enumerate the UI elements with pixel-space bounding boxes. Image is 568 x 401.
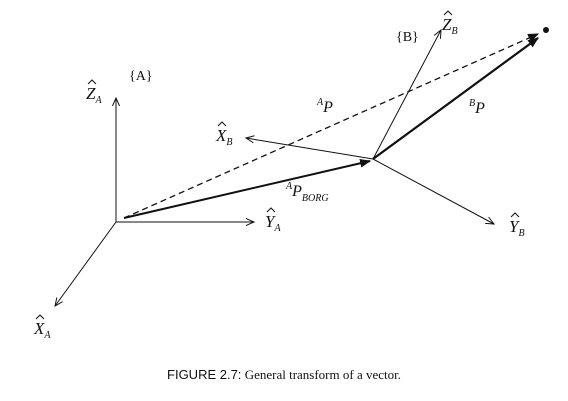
- hat-zb: [443, 10, 453, 16]
- axis-yb: [372, 158, 494, 224]
- axis-hats: [35, 10, 520, 320]
- axis-yb-label: YB: [509, 217, 525, 239]
- axis-zb-label: ZB: [442, 15, 458, 37]
- axis-xa: [55, 221, 117, 306]
- vector-ap-label: AP: [316, 97, 333, 116]
- figure-caption: FIGURE 2.7: General transform of a vecto…: [0, 367, 568, 383]
- hat-yb: [510, 212, 520, 218]
- vector-aporg-label: APBORG: [285, 181, 329, 204]
- hat-za: [87, 79, 97, 85]
- axis-ya-label: YA: [265, 212, 281, 234]
- hat-ya: [266, 207, 276, 213]
- vector-bp-label: BP: [469, 98, 485, 117]
- hat-xb: [217, 121, 227, 127]
- caption-text: General transform of a vector.: [241, 367, 401, 382]
- axis-xb: [246, 138, 374, 160]
- axis-za-label: ZA: [86, 84, 102, 106]
- vector-bp: [372, 37, 539, 160]
- axis-xb-label: XB: [215, 126, 233, 148]
- frame-b-label: {B}: [396, 30, 419, 45]
- caption-label: FIGURE 2.7:: [167, 367, 242, 382]
- axis-xa-label: XA: [33, 319, 51, 341]
- vector-aporg: [123, 158, 372, 219]
- vector-ap: [123, 33, 540, 219]
- frame-a-label: {A}: [129, 69, 153, 84]
- axis-zb: [372, 30, 441, 160]
- point-p: [543, 27, 549, 33]
- hat-xa: [35, 314, 45, 320]
